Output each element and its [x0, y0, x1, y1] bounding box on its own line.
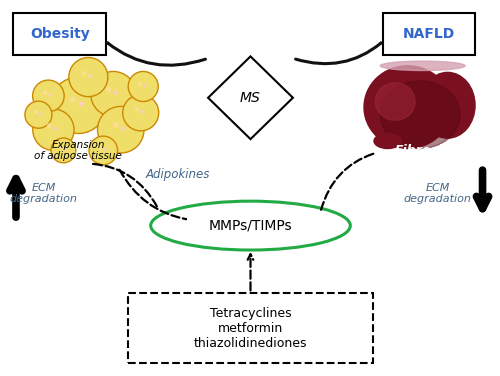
- Ellipse shape: [375, 83, 415, 120]
- Ellipse shape: [150, 201, 350, 250]
- Text: Tetracyclines
metformin
thiazolidinediones: Tetracyclines metformin thiazolidinedion…: [194, 306, 307, 350]
- Ellipse shape: [89, 75, 92, 77]
- Ellipse shape: [104, 149, 106, 150]
- FancyBboxPatch shape: [14, 13, 106, 55]
- Ellipse shape: [51, 138, 76, 163]
- Ellipse shape: [54, 127, 56, 130]
- Ellipse shape: [69, 58, 108, 97]
- Ellipse shape: [122, 127, 124, 130]
- Ellipse shape: [33, 109, 74, 150]
- Ellipse shape: [25, 101, 52, 128]
- Ellipse shape: [39, 113, 40, 115]
- Ellipse shape: [139, 82, 141, 85]
- Ellipse shape: [32, 80, 64, 112]
- Polygon shape: [208, 56, 293, 139]
- Text: Expansion
of adipose tissue: Expansion of adipose tissue: [34, 139, 122, 161]
- Ellipse shape: [64, 149, 66, 150]
- FancyArrowPatch shape: [296, 43, 381, 64]
- Text: NAFLD: NAFLD: [403, 27, 455, 41]
- Text: ECM
degradation: ECM degradation: [10, 183, 78, 205]
- Text: ECM
degradation: ECM degradation: [404, 183, 471, 205]
- Ellipse shape: [144, 85, 146, 86]
- FancyArrowPatch shape: [108, 43, 206, 65]
- Ellipse shape: [142, 111, 144, 113]
- Ellipse shape: [34, 111, 37, 113]
- Text: Obesity: Obesity: [30, 27, 90, 41]
- Ellipse shape: [122, 95, 158, 131]
- Text: Adipokines: Adipokines: [146, 168, 210, 181]
- Ellipse shape: [136, 108, 138, 111]
- Ellipse shape: [70, 97, 75, 102]
- FancyBboxPatch shape: [382, 13, 475, 55]
- Ellipse shape: [80, 102, 83, 106]
- Ellipse shape: [114, 91, 117, 94]
- Ellipse shape: [420, 73, 475, 138]
- Ellipse shape: [89, 136, 118, 165]
- FancyArrowPatch shape: [93, 164, 157, 206]
- Ellipse shape: [49, 94, 51, 96]
- Ellipse shape: [380, 61, 465, 71]
- Ellipse shape: [114, 123, 118, 127]
- FancyBboxPatch shape: [128, 293, 373, 363]
- Ellipse shape: [82, 71, 86, 75]
- Ellipse shape: [60, 147, 62, 149]
- Ellipse shape: [44, 91, 46, 94]
- Ellipse shape: [50, 77, 106, 133]
- Ellipse shape: [106, 88, 111, 91]
- Ellipse shape: [48, 124, 51, 127]
- Ellipse shape: [374, 133, 402, 149]
- FancyArrowPatch shape: [321, 154, 374, 210]
- Ellipse shape: [380, 81, 460, 149]
- Ellipse shape: [128, 71, 158, 102]
- Ellipse shape: [364, 66, 452, 149]
- Ellipse shape: [98, 106, 144, 153]
- Ellipse shape: [99, 146, 102, 149]
- Text: MS: MS: [240, 91, 261, 105]
- Ellipse shape: [91, 71, 136, 117]
- FancyArrowPatch shape: [120, 170, 186, 219]
- Text: Fibrosis: Fibrosis: [395, 144, 450, 157]
- Text: MMPs/TIMPs: MMPs/TIMPs: [208, 218, 292, 233]
